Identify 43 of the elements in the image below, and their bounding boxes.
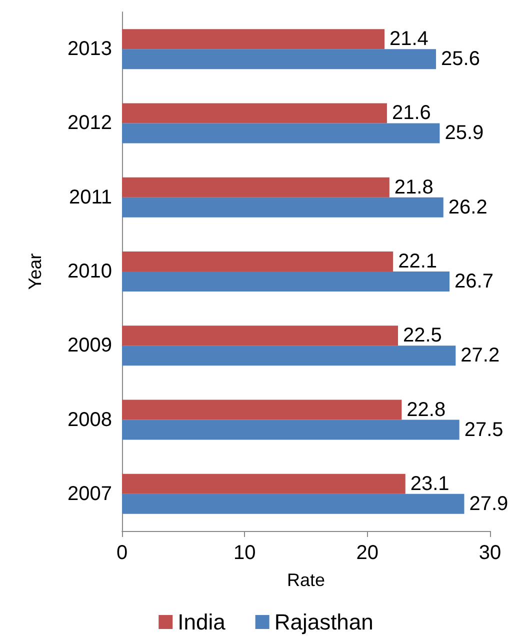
data-label: 23.1 xyxy=(410,472,450,495)
x-tick-label: 20 xyxy=(356,542,378,564)
data-label: 27.5 xyxy=(464,418,504,441)
data-label: 25.9 xyxy=(444,122,484,144)
bar xyxy=(122,49,436,70)
bar xyxy=(122,252,394,272)
bar xyxy=(122,346,456,366)
data-label: 26.2 xyxy=(448,196,488,218)
bar xyxy=(122,420,460,440)
bar xyxy=(122,474,406,494)
bar xyxy=(122,103,387,124)
y-tick-label: 2013 xyxy=(68,38,112,60)
y-tick-label: 2011 xyxy=(68,186,112,208)
x-tick-label: 30 xyxy=(478,542,502,564)
bar xyxy=(122,29,385,50)
bar xyxy=(122,177,390,198)
y-tick-label: 2009 xyxy=(68,334,112,357)
bar xyxy=(122,494,464,514)
data-label: 27.9 xyxy=(469,492,508,515)
x-tick-label: 0 xyxy=(116,542,128,564)
data-label: 21.6 xyxy=(392,102,431,124)
legend-label: India xyxy=(178,610,226,634)
bar xyxy=(122,272,450,292)
bar xyxy=(122,197,444,218)
data-label: 22.8 xyxy=(406,398,446,421)
y-tick-label: 2010 xyxy=(68,260,112,282)
data-label: 25.6 xyxy=(441,48,480,70)
legend-label: Rajasthan xyxy=(274,610,374,634)
data-label: 22.5 xyxy=(403,324,442,347)
data-label: 21.8 xyxy=(394,176,434,198)
y-tick-label: 2012 xyxy=(68,112,112,134)
y-axis-title: Year xyxy=(25,253,45,290)
data-label: 21.4 xyxy=(390,28,428,50)
x-axis-title: Rate xyxy=(286,570,326,590)
data-label: 26.7 xyxy=(454,270,494,292)
data-label: 22.1 xyxy=(398,250,438,272)
bar xyxy=(122,400,402,420)
bar xyxy=(122,123,440,144)
y-tick-label: 2008 xyxy=(68,408,112,431)
data-label: 27.2 xyxy=(460,344,500,367)
y-tick-label: 2007 xyxy=(68,482,112,505)
bar xyxy=(122,326,398,346)
x-tick-label: 10 xyxy=(234,542,256,564)
